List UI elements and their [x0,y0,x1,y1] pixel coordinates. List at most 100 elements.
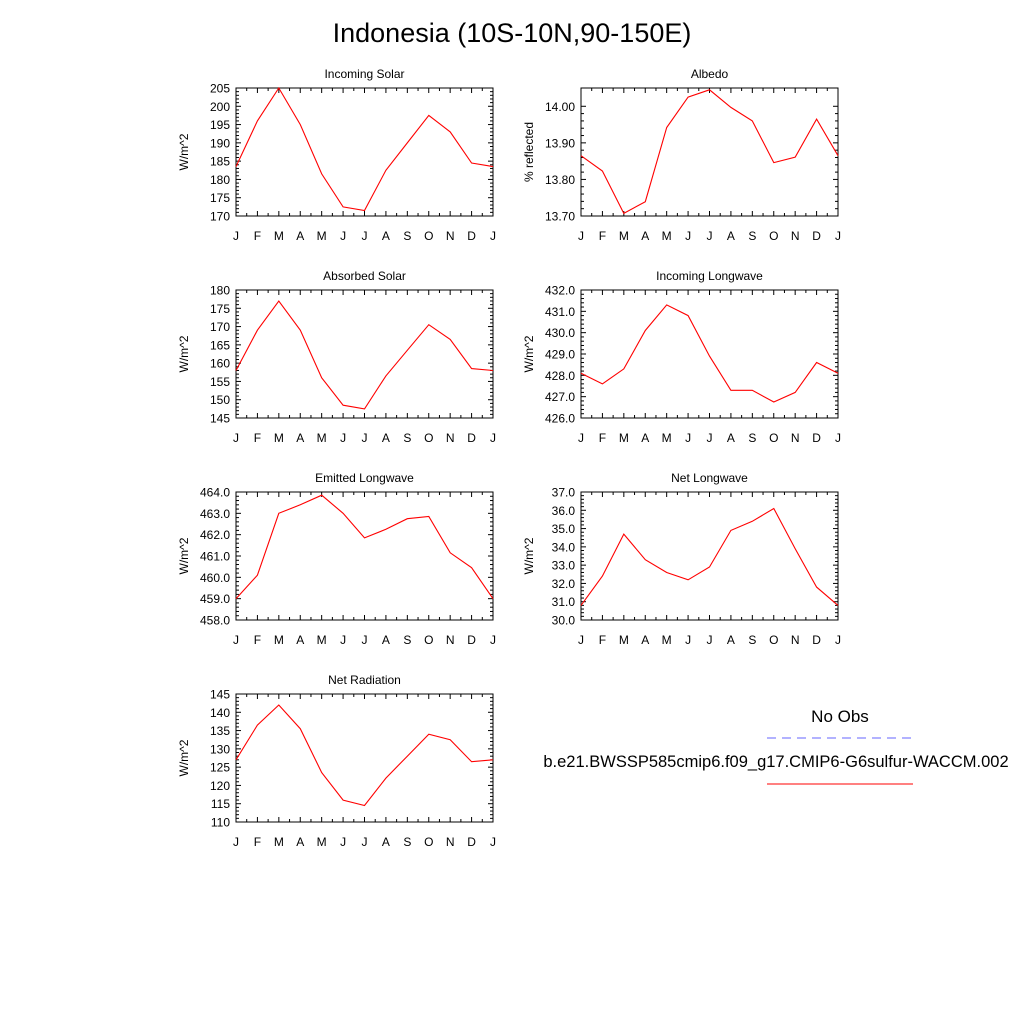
y-tick-label: 460.0 [200,571,230,585]
y-tick-label: 464.0 [200,486,230,500]
x-tick-label: M [662,229,672,243]
y-tick-label: 140 [210,706,230,720]
y-tick-label: 175 [210,191,230,205]
x-tick-label: M [317,835,327,849]
y-tick-label: 175 [210,302,230,316]
y-tick-label: 14.00 [545,100,575,114]
y-tick-label: 30.0 [552,614,576,628]
y-tick-label: 34.0 [552,540,576,554]
y-tick-label: 185 [210,155,230,169]
x-tick-label: F [254,431,261,445]
y-tick-label: 150 [210,393,230,407]
y-tick-label: 130 [210,742,230,756]
x-tick-label: N [446,835,455,849]
y-tick-label: 429.0 [545,348,575,362]
x-tick-label: O [769,431,778,445]
x-tick-label: J [578,633,584,647]
x-tick-label: A [382,633,390,647]
y-tick-label: 155 [210,375,230,389]
x-tick-label: O [424,633,433,647]
x-tick-label: A [296,835,304,849]
x-tick-label: S [403,633,411,647]
x-tick-label: A [727,633,735,647]
y-tick-label: 432.0 [545,284,575,298]
x-tick-label: S [403,431,411,445]
y-tick-label: 200 [210,100,230,114]
x-tick-label: O [424,835,433,849]
y-axis-label: W/m^2 [522,537,536,574]
x-tick-label: J [490,431,496,445]
x-tick-label: M [619,633,629,647]
x-tick-label: J [362,633,368,647]
panel-title: Albedo [691,67,729,81]
x-tick-label: A [296,229,304,243]
y-tick-label: 32.0 [552,577,576,591]
x-tick-label: D [812,229,821,243]
y-tick-label: 431.0 [545,305,575,319]
y-tick-label: 458.0 [200,614,230,628]
y-tick-label: 461.0 [200,550,230,564]
x-tick-label: J [362,431,368,445]
y-tick-label: 180 [210,284,230,298]
x-tick-label: M [662,431,672,445]
y-tick-label: 13.70 [545,210,575,224]
x-tick-label: M [317,229,327,243]
y-tick-label: 145 [210,688,230,702]
x-tick-label: J [340,431,346,445]
x-tick-label: J [340,835,346,849]
x-tick-label: S [748,633,756,647]
x-tick-label: J [233,633,239,647]
x-tick-label: J [233,229,239,243]
y-tick-label: 190 [210,136,230,150]
y-tick-label: 180 [210,173,230,187]
x-tick-label: M [274,229,284,243]
y-tick-label: 170 [210,320,230,334]
figure-title: Indonesia (10S-10N,90-150E) [332,18,692,48]
x-tick-label: M [317,633,327,647]
x-tick-label: S [403,835,411,849]
x-tick-label: F [599,431,606,445]
x-tick-label: N [791,229,800,243]
legend: No Obs b.e21.BWSSP585cmip6.f09_g17.CMIP6… [543,707,1009,785]
series-line [580,89,839,215]
x-tick-label: N [791,633,800,647]
x-tick-label: A [727,431,735,445]
plot-frame [235,87,494,217]
plot-frame [580,87,839,217]
x-tick-label: J [707,431,713,445]
x-tick-label: S [403,229,411,243]
y-tick-label: 31.0 [552,595,576,609]
x-tick-label: D [467,835,476,849]
y-tick-label: 160 [210,357,230,371]
y-tick-label: 33.0 [552,559,576,573]
series-line [235,704,494,807]
x-tick-label: J [578,229,584,243]
x-tick-label: A [382,431,390,445]
x-tick-label: J [707,229,713,243]
x-tick-label: M [619,229,629,243]
x-tick-label: N [791,431,800,445]
x-tick-label: D [812,431,821,445]
plot-frame [580,289,839,419]
x-tick-label: F [254,229,261,243]
x-tick-label: D [467,633,476,647]
y-axis-label: % reflected [522,122,536,182]
x-tick-label: A [296,431,304,445]
x-tick-label: A [641,431,649,445]
x-tick-label: J [340,229,346,243]
x-tick-label: S [748,229,756,243]
x-tick-label: N [446,633,455,647]
x-tick-label: O [769,633,778,647]
x-tick-label: M [274,633,284,647]
x-tick-label: J [835,633,841,647]
plot-frame [235,693,494,823]
y-tick-label: 205 [210,82,230,96]
x-tick-label: J [685,431,691,445]
x-tick-label: N [446,431,455,445]
y-tick-label: 165 [210,338,230,352]
x-tick-label: M [662,633,672,647]
x-tick-label: J [685,229,691,243]
